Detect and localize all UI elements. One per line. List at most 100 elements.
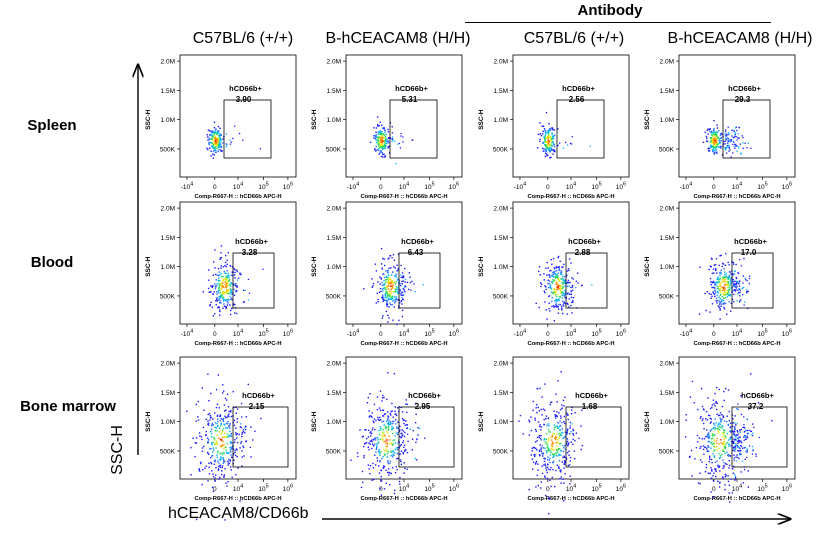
event-point — [711, 272, 713, 275]
event-point — [722, 415, 724, 417]
event-point — [219, 135, 221, 138]
event-point — [732, 425, 734, 428]
event-point — [377, 139, 379, 141]
event-point — [716, 299, 719, 302]
event-point — [384, 264, 386, 267]
event-point — [212, 285, 214, 287]
event-point — [734, 427, 736, 429]
event-point — [396, 468, 398, 471]
event-point — [402, 288, 404, 290]
event-point — [743, 468, 746, 471]
event-point — [380, 146, 382, 149]
event-point — [580, 284, 583, 287]
event-point — [549, 450, 552, 452]
event-point — [212, 315, 214, 317]
event-point — [221, 275, 223, 278]
event-point — [531, 450, 533, 452]
event-point — [719, 309, 721, 311]
event-point — [216, 403, 219, 405]
event-point — [558, 447, 560, 450]
event-point — [561, 266, 563, 268]
event-point — [539, 444, 541, 446]
event-point — [371, 412, 373, 414]
event-point — [401, 429, 403, 431]
event-point — [708, 456, 711, 458]
event-point — [752, 432, 754, 434]
event-point — [573, 450, 575, 452]
event-point — [719, 412, 722, 414]
event-point — [712, 150, 714, 153]
event-point — [237, 277, 240, 279]
event-point — [570, 143, 573, 145]
event-point — [715, 145, 717, 148]
event-point — [737, 437, 739, 439]
event-point — [553, 426, 556, 429]
event-point — [733, 145, 736, 148]
event-point — [204, 467, 206, 469]
event-point — [728, 138, 730, 140]
event-point — [225, 482, 227, 484]
event-point — [546, 451, 548, 454]
event-point — [227, 420, 229, 423]
event-point — [221, 287, 223, 289]
event-point — [399, 429, 401, 431]
event-point — [563, 482, 565, 484]
event-point — [708, 446, 710, 448]
event-point — [711, 404, 714, 406]
event-point — [703, 428, 705, 430]
event-point — [222, 457, 224, 459]
event-point — [225, 272, 227, 275]
event-point — [400, 460, 402, 463]
event-point — [732, 152, 734, 154]
event-point — [226, 427, 228, 429]
event-point — [387, 462, 389, 465]
event-point — [533, 446, 535, 449]
event-point — [720, 426, 722, 428]
event-point — [226, 263, 228, 266]
event-point — [225, 275, 227, 277]
event-point — [229, 304, 231, 306]
event-point — [716, 442, 718, 444]
event-point — [393, 492, 396, 495]
event-point — [748, 429, 750, 431]
event-point — [531, 458, 533, 460]
event-point — [392, 439, 394, 442]
event-point — [225, 265, 227, 268]
event-point — [739, 259, 741, 261]
event-point — [404, 281, 406, 283]
event-point — [552, 454, 554, 456]
gate-name: hCD66b+ — [408, 391, 441, 400]
event-point — [730, 281, 732, 283]
event-point — [230, 451, 232, 453]
event-point — [212, 137, 215, 139]
event-point — [400, 293, 402, 295]
event-point — [741, 442, 743, 444]
event-point — [555, 442, 558, 444]
event-point — [563, 295, 565, 297]
event-point — [560, 450, 562, 452]
event-point — [379, 144, 382, 147]
event-point — [218, 138, 220, 140]
event-point — [720, 285, 722, 288]
event-point — [705, 418, 707, 420]
event-point — [396, 279, 399, 281]
event-point — [383, 453, 386, 455]
event-point — [384, 293, 387, 295]
event-point — [713, 455, 716, 457]
event-point — [402, 136, 404, 138]
event-point — [544, 476, 546, 479]
event-point — [385, 310, 388, 313]
event-point — [545, 494, 547, 497]
event-point — [220, 134, 222, 136]
panel-frame — [345, 356, 463, 480]
event-point — [568, 298, 570, 300]
event-point — [219, 280, 221, 282]
event-point — [216, 283, 218, 285]
event-point — [702, 141, 705, 143]
event-point — [214, 442, 216, 445]
event-point — [726, 296, 729, 298]
event-point — [562, 287, 564, 289]
event-point — [725, 463, 727, 465]
y-tick-label: 1.5M — [660, 390, 674, 397]
event-point — [395, 300, 397, 303]
